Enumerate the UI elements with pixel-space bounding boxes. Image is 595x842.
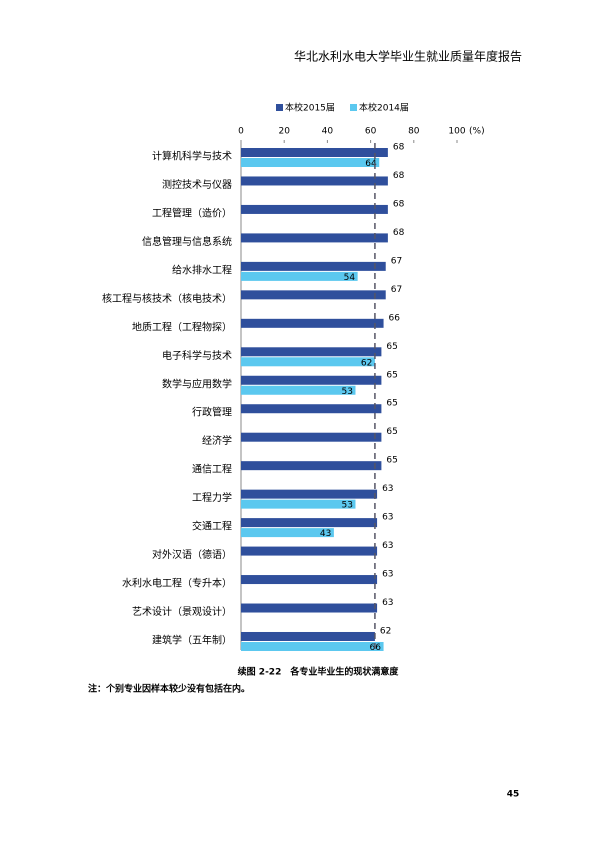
bar — [241, 158, 380, 167]
value-label: 68 — [393, 199, 405, 209]
bar — [241, 290, 386, 300]
bar — [241, 641, 384, 651]
bar — [241, 385, 356, 395]
bar — [241, 318, 384, 328]
x-tick-label: 100 — [448, 127, 465, 137]
value-label: 63 — [382, 513, 393, 523]
bar — [241, 233, 388, 243]
bar — [241, 204, 388, 214]
value-label: 63 — [382, 484, 393, 494]
bar — [241, 176, 388, 186]
bar — [241, 271, 358, 281]
bar — [241, 489, 378, 499]
bar — [241, 528, 334, 538]
value-label: 63 — [382, 541, 393, 551]
value-label: 67 — [391, 256, 402, 266]
bar — [241, 261, 386, 271]
category-label: 信息管理与信息系统 — [142, 235, 232, 248]
bar — [241, 432, 382, 442]
value-label: 65 — [386, 427, 397, 437]
x-tick-label: 60 — [365, 127, 377, 137]
page-number: 45 — [507, 790, 520, 800]
value-label: 53 — [341, 501, 352, 511]
legend-label: 本校2015届 — [285, 102, 335, 114]
value-label: 65 — [386, 342, 397, 352]
bar — [241, 518, 378, 528]
bar — [241, 357, 375, 367]
category-label: 对外汉语（德语） — [152, 548, 232, 561]
caption: 续图 2-22 各专业毕业生的现状满意度 — [238, 666, 400, 678]
value-label: 43 — [320, 529, 331, 539]
category-label: 地质工程（工程物探） — [132, 320, 232, 333]
x-tick-label: 20 — [278, 127, 290, 137]
value-label: 66 — [389, 313, 401, 323]
value-label: 65 — [386, 456, 397, 466]
header-title: 华北水利水电大学毕业生就业质量年度报告 — [294, 49, 522, 64]
bar — [241, 631, 375, 641]
x-axis-label: (%) — [469, 127, 485, 137]
value-label: 63 — [382, 570, 393, 580]
value-label: 64 — [365, 159, 377, 169]
bar — [241, 347, 382, 357]
category-label: 核工程与核技术（核电技术） — [102, 292, 232, 305]
value-label: 68 — [393, 228, 405, 238]
value-label: 63 — [382, 598, 393, 608]
category-label: 数学与应用数学 — [162, 377, 232, 390]
bar — [241, 461, 382, 471]
legend-swatch — [350, 104, 357, 111]
category-label: 电子科学与技术 — [162, 349, 232, 362]
category-label: 艺术设计（景观设计） — [132, 605, 232, 618]
category-label: 水利水电工程（专升本） — [122, 577, 232, 590]
value-label: 65 — [386, 370, 397, 380]
category-label: 行政管理 — [192, 406, 232, 419]
x-tick-label: 0 — [238, 127, 244, 137]
value-label: 54 — [344, 273, 356, 283]
category-label: 计算机科学与技术 — [152, 150, 232, 163]
value-label: 65 — [386, 399, 397, 409]
bar — [241, 603, 378, 613]
value-label: 53 — [341, 387, 352, 397]
legend-label: 本校2014届 — [359, 102, 409, 114]
bar — [241, 148, 388, 157]
bar — [241, 499, 356, 509]
note: 注：个别专业因样本较少没有包括在内。 — [88, 683, 250, 695]
legend-swatch — [276, 104, 283, 111]
bar — [241, 375, 382, 385]
x-tick-label: 40 — [322, 127, 334, 137]
category-label: 通信工程 — [192, 464, 232, 476]
value-label: 62 — [361, 358, 372, 368]
bar — [241, 575, 378, 585]
category-label: 给水排水工程 — [172, 263, 232, 276]
x-tick-label: 80 — [408, 127, 420, 137]
category-label: 交通工程 — [192, 520, 232, 533]
value-label: 62 — [380, 626, 391, 636]
category-label: 经济学 — [202, 434, 232, 447]
category-label: 测控技术与仪器 — [162, 178, 232, 191]
value-label: 68 — [393, 143, 405, 153]
category-label: 工程管理（造价） — [152, 206, 232, 219]
bar — [241, 546, 378, 556]
category-label: 工程力学 — [192, 491, 232, 504]
value-label: 68 — [393, 171, 405, 181]
category-label: 建筑学（五年制） — [152, 633, 232, 646]
value-label: 67 — [391, 285, 402, 295]
bar — [241, 404, 382, 414]
